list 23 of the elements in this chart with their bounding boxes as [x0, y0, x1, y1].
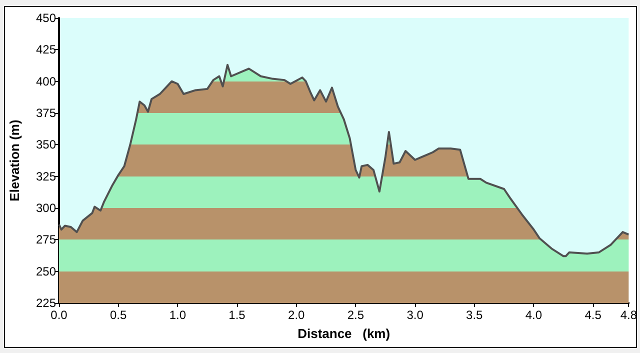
x-tick-label: 4.5: [584, 308, 602, 322]
x-tick-label: 3.0: [406, 308, 424, 322]
x-tick-label: 4.8: [620, 308, 638, 322]
y-tick-label: 450: [36, 11, 56, 25]
y-tick-label: 375: [36, 106, 56, 120]
y-tick-label: 300: [36, 201, 56, 215]
x-tick-label: 2.0: [288, 308, 306, 322]
y-tick-label: 425: [36, 42, 56, 57]
y-tick-label: 250: [36, 264, 56, 278]
y-tick-label: 350: [36, 138, 56, 152]
x-tick-label: 0.0: [50, 308, 68, 322]
x-axis-title: Distance (km): [298, 326, 390, 341]
x-tick-label: 4.0: [525, 308, 542, 322]
x-tick-label: 3.5: [466, 308, 484, 322]
y-tick-label: 325: [36, 169, 56, 184]
x-tick-label: 1.0: [169, 308, 186, 322]
y-tick-label: 225: [36, 296, 56, 310]
x-tick-label: 1.5: [228, 308, 246, 322]
y-tick-label: 400: [36, 74, 56, 88]
x-tick-label: 2.5: [347, 308, 364, 322]
y-tick-label: 275: [36, 232, 56, 247]
x-tick-label: 0.5: [110, 308, 128, 322]
y-axis-title: Elevation (m): [7, 120, 22, 202]
